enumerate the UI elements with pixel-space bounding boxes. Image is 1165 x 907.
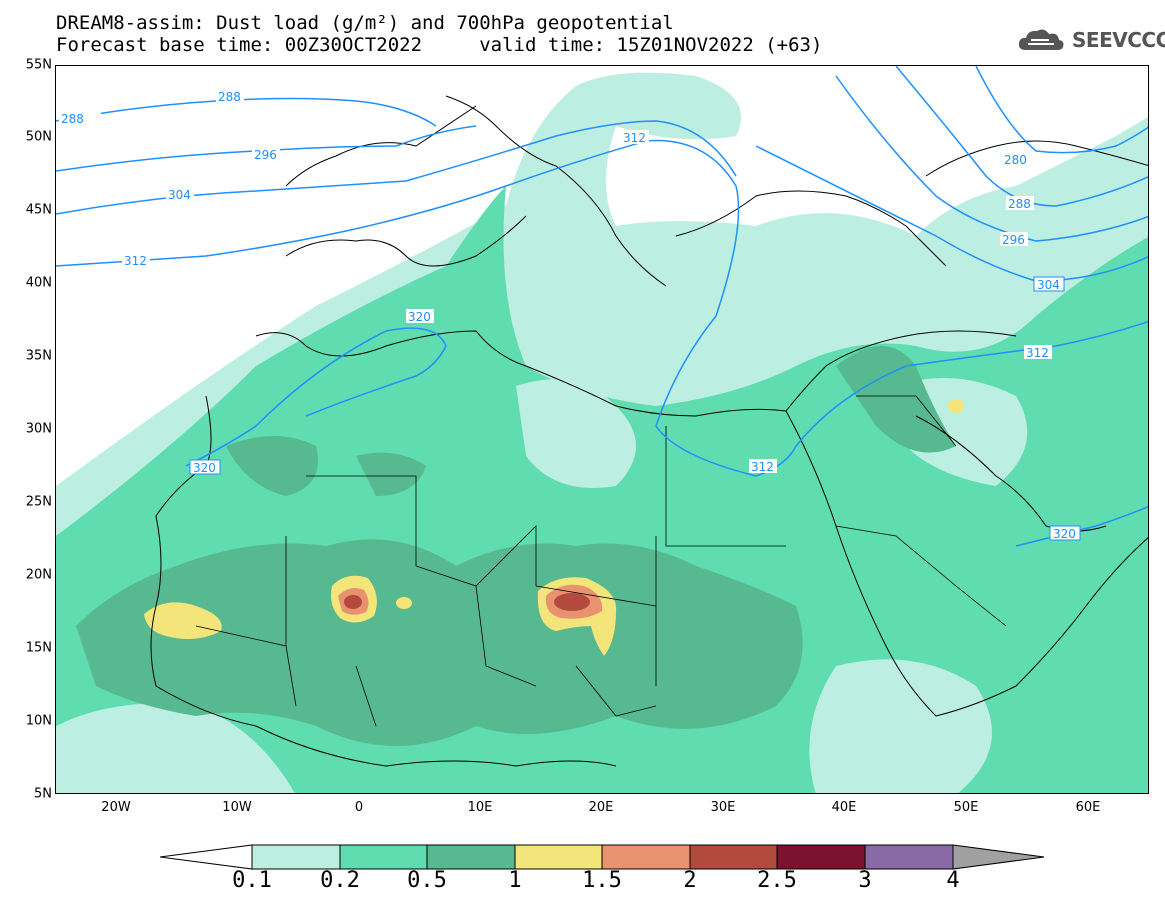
contour-296-east [835,75,1148,242]
contour-288 [56,97,437,127]
colorbar-segment [514,844,603,870]
colorbar-over-arrow [952,844,1045,870]
contour-label: 288 [1008,197,1031,211]
dust-region-light [809,659,992,793]
cloud-icon [1018,29,1064,50]
colorbar-segment [251,844,341,870]
lon-label: 20E [588,800,614,815]
dust-region-2-2.5 [344,595,362,609]
dust-region-light [56,703,295,793]
contour-label: 320 [193,461,216,475]
lon-label: 0 [354,800,364,815]
lon-label: 10E [467,800,493,815]
contour-304-east [755,145,1148,282]
dust-region-1-1.5 [396,597,412,609]
coastlines [150,95,1148,767]
contour-312-west [56,139,797,477]
contour-label: 288 [218,90,241,104]
colorbar-label: 0.5 [407,868,447,893]
contour-label: 296 [1002,233,1025,247]
colorbar-label: 0.1 [232,868,272,893]
lat-label: 15N [25,640,52,656]
colorbar-segment [426,844,516,870]
lon-label: 40E [831,800,857,815]
lat-label: 20N [25,567,52,583]
lat-label: 5N [34,786,52,802]
map-canvas: 288 288 296 304 312 312 320 320 312 312 … [56,66,1148,793]
colorbar-segment [689,844,778,870]
contour-280 [975,66,1148,154]
contour-296 [56,125,477,172]
colorbar-segment [864,844,954,870]
dust-region-heavy [836,346,956,453]
contour-labels: 288 288 296 304 312 312 320 320 312 312 … [59,89,1081,541]
colorbar-label: 2.5 [757,868,797,893]
lat-label: 50N [25,129,52,145]
geopotential-contours [56,66,1148,547]
contour-label: 320 [408,310,431,324]
contour-288-east [895,66,1148,207]
lat-label: 55N [25,57,52,73]
lon-label: 50E [953,800,979,815]
map-title: DREAM8-assim: Dust load (g/m²) and 700hP… [56,12,674,34]
contour-label: 304 [168,188,191,202]
dust-region-1-1.5 [144,602,222,640]
contour-320-west [185,327,447,467]
lon-label: 20W [101,800,131,815]
forecast-times: Forecast base time: 00Z30OCT2022 valid t… [56,34,823,56]
contour-label: 304 [1037,278,1060,292]
colorbar-label: 1.5 [582,868,622,893]
lat-label: 10N [25,713,52,729]
country-borders [195,395,1007,727]
contour-label: 320 [1053,527,1076,541]
lat-label: 30N [25,421,52,437]
dust-region-heavy [226,436,318,496]
lat-label: 40N [25,275,52,291]
colorbar-segment [601,844,691,870]
dust-region-2-2.5 [554,593,590,611]
colorbar-label: 3 [858,868,872,893]
lon-label: 60E [1075,800,1101,815]
contour-320-east [1015,506,1148,547]
dust-region-heavy [356,452,426,496]
contour-label: 312 [124,254,147,268]
colorbar [160,844,1045,870]
dust-region-light [516,379,636,488]
contour-label: 280 [1004,153,1027,167]
colorbar-segment [776,844,866,870]
contour-304 [56,120,737,215]
lat-label: 35N [25,348,52,364]
colorbar-under-arrow [160,844,253,870]
colorbar-label: 0.2 [320,868,360,893]
seevccc-logo: SEEVCCC [1016,26,1165,54]
contour-label: 312 [751,460,774,474]
contour-312-east [795,320,1148,447]
dust-region-heavy [76,539,803,746]
dust-region-1-1.5 [948,399,964,413]
logo-text: SEEVCCC [1072,28,1165,52]
colorbar-label: 4 [946,868,960,893]
contour-label: 296 [254,148,277,162]
contour-label: 312 [623,131,646,145]
contour-label: 312 [1026,346,1049,360]
colorbar-label: 2 [683,868,697,893]
colorbar-label: 1 [508,868,522,893]
dust-load-map[interactable]: 288 288 296 304 312 312 320 320 312 312 … [55,65,1149,794]
lon-label: 30E [710,800,736,815]
lat-label: 25N [25,494,52,510]
lat-label: 45N [25,202,52,218]
lon-label: 10W [222,800,252,815]
contour-label: 288 [61,112,84,126]
colorbar-segment [339,844,428,870]
